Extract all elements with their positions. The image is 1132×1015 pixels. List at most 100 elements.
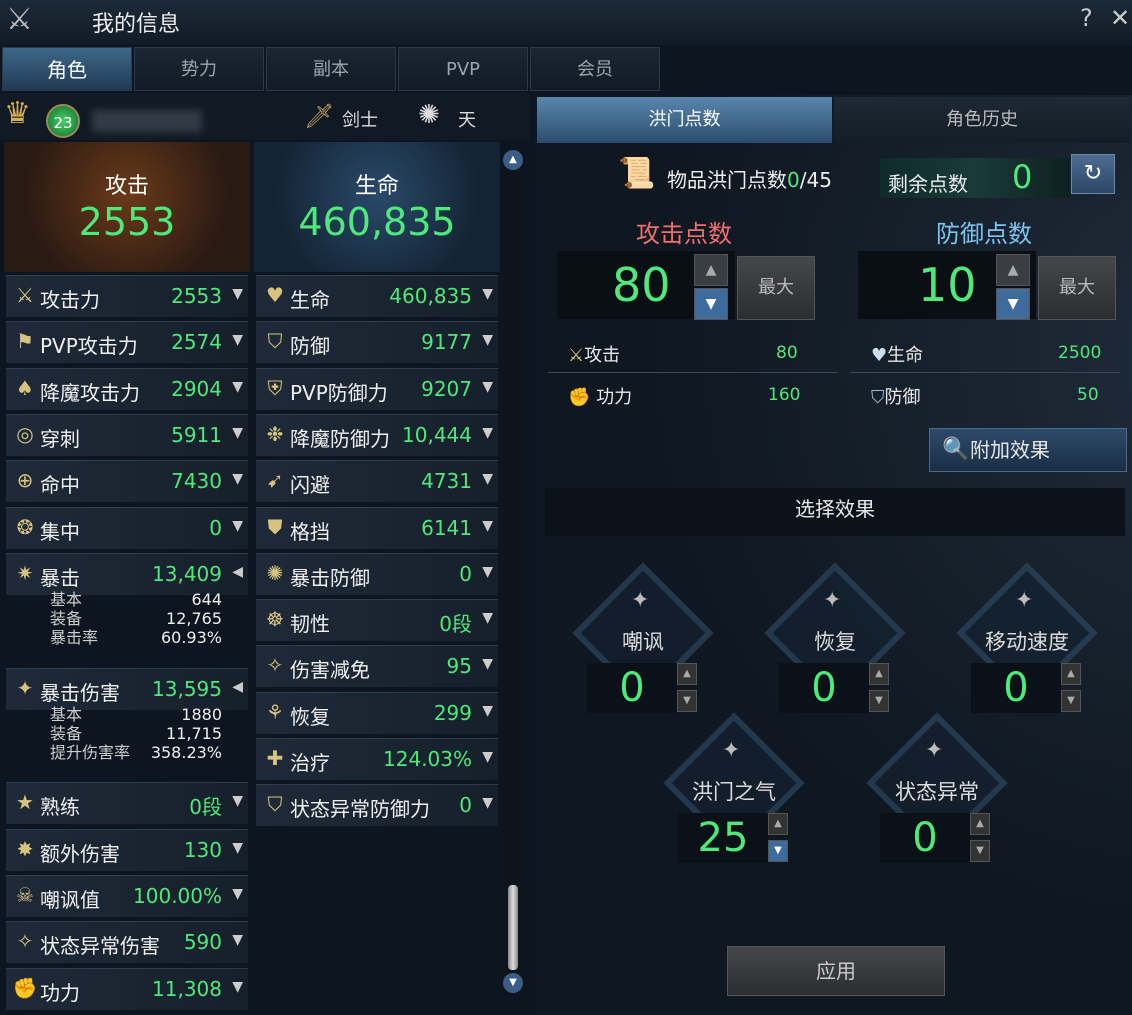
stat-row-fist[interactable]: ✊ 功力 11,308 ▼ bbox=[6, 967, 248, 1010]
hp-bonus-row: ♥生命 bbox=[871, 341, 923, 367]
attack-down-button[interactable]: ▼ bbox=[694, 288, 728, 320]
help-button[interactable]: ? bbox=[1080, 4, 1093, 32]
stat-row-demon-defense[interactable]: ❉ 降魔防御力 10,444 ▼ bbox=[256, 413, 498, 456]
effect-down-button[interactable]: ▼ bbox=[1061, 690, 1081, 712]
scroll-down-button[interactable]: ▼ bbox=[503, 973, 523, 993]
scrollbar[interactable]: ▲ ▼ bbox=[502, 150, 524, 995]
stat-row-critical[interactable]: ✷ 暴击 13,409 ◀ bbox=[6, 552, 248, 595]
stat-row-heal[interactable]: ✚ 治疗 124.03% ▼ bbox=[256, 738, 498, 780]
expand-arrow-icon[interactable]: ▼ bbox=[232, 332, 243, 349]
close-button[interactable]: ✕ bbox=[1110, 4, 1131, 32]
tab-dungeon[interactable]: 副本 bbox=[266, 47, 396, 91]
stat-value: 0 bbox=[459, 561, 472, 586]
scroll-up-button[interactable]: ▲ bbox=[503, 150, 523, 170]
attack-max-button[interactable]: 最大 bbox=[737, 256, 815, 320]
expand-arrow-icon[interactable]: ▼ bbox=[482, 378, 493, 395]
tab-vip[interactable]: 会员 bbox=[530, 47, 660, 91]
expand-arrow-icon[interactable]: ▼ bbox=[482, 517, 493, 534]
expand-arrow-icon[interactable]: ▼ bbox=[232, 471, 243, 488]
stat-row-sprout[interactable]: ⚘ 恢复 299 ▼ bbox=[256, 691, 498, 734]
stat-row-target[interactable]: ⊕ 命中 7430 ▼ bbox=[6, 460, 248, 503]
heal-icon: ✚ bbox=[266, 746, 284, 770]
effect-value[interactable]: 0 bbox=[971, 663, 1061, 713]
apply-button[interactable]: 应用 bbox=[727, 946, 945, 996]
tab-pvp[interactable]: PVP bbox=[398, 47, 528, 91]
detail-label: 基本 bbox=[50, 704, 83, 724]
expand-arrow-icon[interactable]: ▼ bbox=[232, 378, 243, 395]
expand-arrow-icon[interactable]: ▼ bbox=[232, 839, 243, 856]
tab-character-history[interactable]: 角色历史 bbox=[834, 97, 1130, 143]
stat-row-heart[interactable]: ♥ 生命 460,835 ▼ bbox=[256, 275, 498, 317]
expand-arrow-icon[interactable]: ▼ bbox=[482, 795, 493, 812]
stat-row-status-defense[interactable]: ⛉ 状态异常防御力 0 ▼ bbox=[256, 784, 498, 827]
expand-arrow-icon[interactable]: ▼ bbox=[482, 749, 493, 765]
stat-row-crit-defense[interactable]: ✺ 暴击防御 0 ▼ bbox=[256, 552, 498, 595]
expand-arrow-icon[interactable]: ▼ bbox=[482, 563, 493, 580]
expand-arrow-icon[interactable]: ▼ bbox=[482, 286, 493, 302]
effect-value[interactable]: 0 bbox=[587, 663, 677, 713]
expand-arrow-icon[interactable]: ▼ bbox=[232, 886, 243, 902]
effect-down-button[interactable]: ▼ bbox=[768, 840, 788, 862]
stat-row-skull[interactable]: ☠ 嘲讽值 100.00% ▼ bbox=[6, 875, 248, 917]
stat-row-damage-reduction[interactable]: ✧ 伤害减免 95 ▼ bbox=[256, 645, 498, 688]
expand-arrow-icon[interactable]: ▼ bbox=[482, 424, 493, 441]
effect-up-button[interactable]: ▲ bbox=[970, 813, 990, 835]
stat-value: 100.00% bbox=[133, 884, 222, 908]
attack-up-button[interactable]: ▲ bbox=[694, 254, 728, 286]
stat-row-toughness[interactable]: ☸ 韧性 0段 ▼ bbox=[256, 599, 498, 642]
tab-faction[interactable]: 势力 bbox=[134, 47, 264, 91]
stat-row-pvp-defense[interactable]: ⛨ PVP防御力 9207 ▼ bbox=[256, 367, 498, 410]
defense-down-button[interactable]: ▼ bbox=[996, 288, 1030, 320]
pvp-attack-icon: ⚑ bbox=[16, 329, 34, 354]
reset-button[interactable]: ↻ bbox=[1071, 154, 1115, 194]
expand-arrow-icon[interactable]: ▼ bbox=[232, 978, 243, 995]
expand-arrow-icon[interactable]: ▼ bbox=[482, 656, 493, 673]
stat-value: 0段 bbox=[189, 795, 222, 820]
stat-row-focus[interactable]: ❂ 集中 0 ▼ bbox=[6, 506, 248, 549]
expand-arrow-icon[interactable]: ▼ bbox=[232, 932, 243, 949]
expand-arrow-icon[interactable]: ▼ bbox=[232, 793, 243, 810]
sword-icon: ⚔ bbox=[6, 2, 33, 37]
effect-up-button[interactable]: ▲ bbox=[768, 813, 788, 835]
stat-row-pvp-attack[interactable]: ⚑ PVP攻击力 2574 ▼ bbox=[6, 321, 248, 364]
expand-arrow-icon[interactable]: ▼ bbox=[232, 517, 243, 534]
stat-row-evade[interactable]: ➹ 闪避 4731 ▼ bbox=[256, 460, 498, 503]
stat-row-crossed-swords[interactable]: ⚔ 攻击力 2553 ▼ bbox=[6, 275, 248, 317]
stat-row-critical-damage[interactable]: ✦ 暴击伤害 13,595 ◀ bbox=[6, 667, 248, 710]
expand-arrow-icon[interactable]: ▼ bbox=[232, 424, 243, 441]
stat-row-status-damage[interactable]: ✧ 状态异常伤害 590 ▼ bbox=[6, 921, 248, 964]
select-effect-title: 选择效果 bbox=[545, 488, 1125, 536]
effect-down-button[interactable]: ▼ bbox=[677, 690, 697, 712]
stat-row-block[interactable]: ⛊ 格挡 6141 ▼ bbox=[256, 506, 498, 549]
scroll-thumb[interactable] bbox=[508, 885, 518, 970]
expand-arrow-icon[interactable]: ▼ bbox=[482, 332, 493, 349]
stat-row-pierce[interactable]: ◎ 穿刺 5911 ▼ bbox=[6, 413, 248, 456]
effect-up-button[interactable]: ▲ bbox=[677, 663, 697, 685]
expand-arrow-icon[interactable]: ▼ bbox=[482, 610, 493, 627]
effect-value[interactable]: 25 bbox=[678, 813, 768, 863]
stat-row-shield[interactable]: ⛉ 防御 9177 ▼ bbox=[256, 321, 498, 364]
expand-arrow-icon[interactable]: ▼ bbox=[482, 471, 493, 488]
defense-max-button[interactable]: 最大 bbox=[1038, 256, 1116, 320]
effect-down-button[interactable]: ▼ bbox=[970, 840, 990, 862]
stat-name: 状态异常防御力 bbox=[290, 797, 430, 822]
effect-up-button[interactable]: ▲ bbox=[1061, 663, 1081, 685]
collapse-arrow-icon[interactable]: ◀ bbox=[232, 563, 243, 580]
expand-arrow-icon[interactable]: ▼ bbox=[232, 286, 243, 302]
effect-value[interactable]: 0 bbox=[779, 663, 869, 713]
stat-row-mastery[interactable]: ★ 熟练 0段 ▼ bbox=[6, 782, 248, 825]
expand-arrow-icon[interactable]: ▼ bbox=[482, 702, 493, 719]
defense-up-button[interactable]: ▲ bbox=[996, 254, 1030, 286]
stat-detail-row: 基本 644 bbox=[6, 591, 248, 610]
stat-row-extra-damage[interactable]: ✸ 额外伤害 130 ▼ bbox=[6, 828, 248, 871]
collapse-arrow-icon[interactable]: ◀ bbox=[232, 678, 243, 695]
effect-value[interactable]: 0 bbox=[880, 813, 970, 863]
tab-hongmen-points[interactable]: 洪门点数 bbox=[537, 97, 832, 143]
extra-effect-button[interactable]: 🔍 附加效果 bbox=[929, 428, 1127, 472]
effect-up-button[interactable]: ▲ bbox=[869, 663, 889, 685]
effect-down-button[interactable]: ▼ bbox=[869, 690, 889, 712]
bonus-name: 攻击 bbox=[584, 345, 621, 366]
tab-character[interactable]: 角色 bbox=[2, 47, 132, 91]
stat-name: 降魔防御力 bbox=[290, 426, 390, 451]
stat-row-demon-attack[interactable]: ♠ 降魔攻击力 2904 ▼ bbox=[6, 367, 248, 410]
